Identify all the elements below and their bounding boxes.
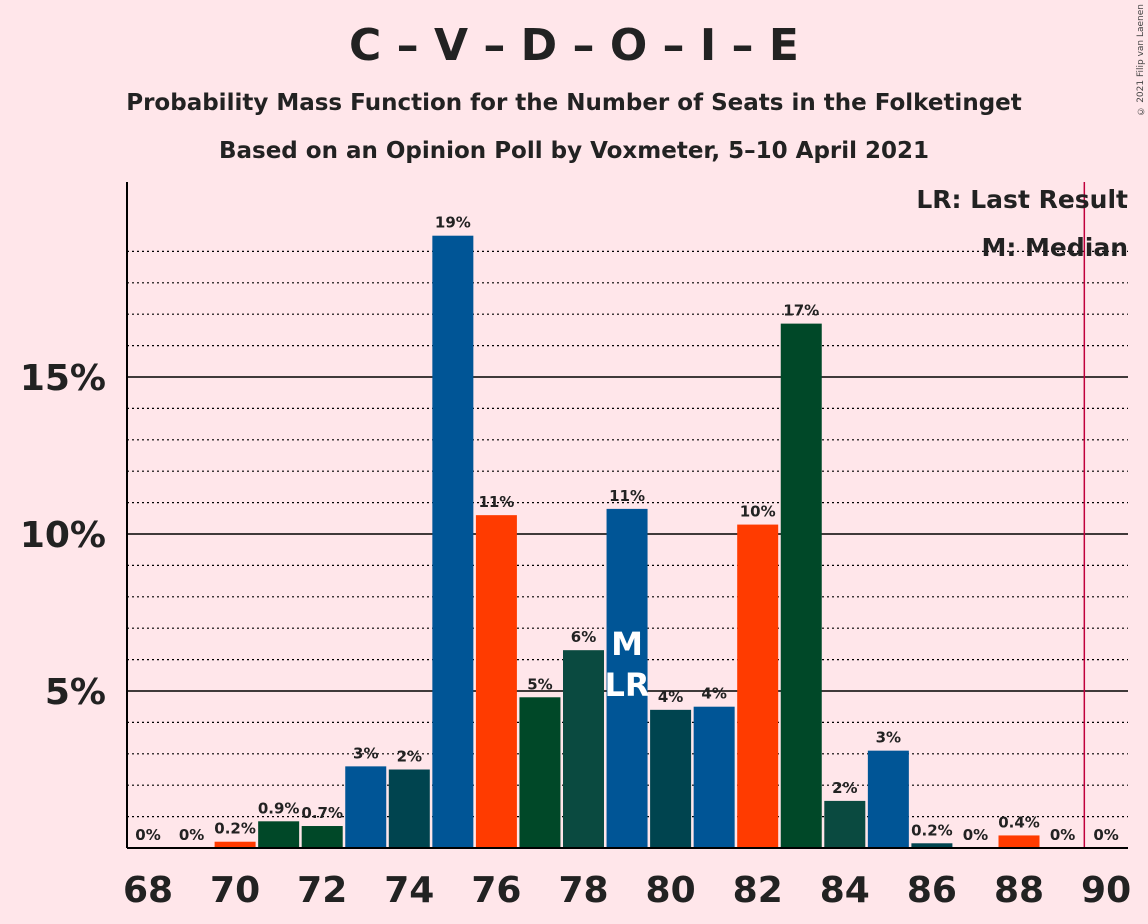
y-tick-label: 15% xyxy=(20,358,106,399)
x-tick-label: 86 xyxy=(907,870,957,911)
legend-median: M: Median xyxy=(981,233,1128,262)
x-tick-label: 80 xyxy=(646,870,696,911)
data-label-seat-78: 6% xyxy=(571,628,596,646)
x-tick-label: 84 xyxy=(820,870,870,911)
data-label-seat-82: 10% xyxy=(740,503,776,521)
bar-seat-70 xyxy=(214,841,256,848)
bar-seat-80 xyxy=(650,709,692,848)
data-label-seat-74: 2% xyxy=(397,748,422,766)
x-tick-label: 78 xyxy=(558,870,608,911)
data-label-seat-79: 11% xyxy=(609,487,645,505)
data-label-seat-69: 0% xyxy=(179,826,204,844)
bar-seat-78 xyxy=(563,650,604,848)
x-tick-label: 90 xyxy=(1081,870,1131,911)
data-label-seat-76: 11% xyxy=(478,493,514,511)
bar-seat-81 xyxy=(693,706,735,848)
data-label-seat-90: 0% xyxy=(1093,826,1118,844)
data-label-seat-77: 5% xyxy=(527,675,552,693)
bar-seat-83 xyxy=(780,323,822,848)
median-marker: M xyxy=(611,625,643,663)
data-label-seat-86: 0.2% xyxy=(911,821,953,839)
x-tick-label: 72 xyxy=(297,870,347,911)
bar-seat-77 xyxy=(519,697,561,848)
chart-subtitle: Probability Mass Function for the Number… xyxy=(126,90,1022,116)
bar-seat-82 xyxy=(737,524,779,848)
data-label-seat-72: 0.7% xyxy=(301,804,343,822)
x-tick-label: 88 xyxy=(994,870,1044,911)
data-label-seat-88: 0.4% xyxy=(998,813,1040,831)
data-label-seat-89: 0% xyxy=(1050,826,1075,844)
data-label-seat-84: 2% xyxy=(832,779,857,797)
data-label-seat-85: 3% xyxy=(876,729,901,747)
bar-seat-75 xyxy=(432,235,474,848)
data-label-seat-80: 4% xyxy=(658,688,683,706)
bar-seat-84 xyxy=(824,800,866,848)
chart-subtitle-2: Based on an Opinion Poll by Voxmeter, 5–… xyxy=(218,138,930,164)
data-label-seat-81: 4% xyxy=(701,685,726,703)
x-tick-label: 70 xyxy=(210,870,260,911)
bar-seat-88 xyxy=(998,835,1040,848)
x-tick-label: 68 xyxy=(123,870,173,911)
data-label-seat-73: 3% xyxy=(353,744,378,762)
y-tick-label: 10% xyxy=(20,515,106,556)
data-label-seat-70: 0.2% xyxy=(214,820,256,838)
last-result-marker: LR xyxy=(605,666,650,704)
data-label-seat-87: 0% xyxy=(963,826,988,844)
y-tick-label: 5% xyxy=(45,672,106,713)
data-label-seat-71: 0.9% xyxy=(258,799,300,817)
x-tick-label: 76 xyxy=(471,870,521,911)
bar-seat-73 xyxy=(345,766,387,848)
legend-last-result: LR: Last Result xyxy=(916,185,1128,214)
bar-seat-74 xyxy=(388,769,430,848)
bar-seat-72 xyxy=(301,826,343,848)
chart-title: C – V – D – O – I – E xyxy=(349,20,799,71)
data-label-seat-68: 0% xyxy=(135,826,160,844)
data-label-seat-83: 17% xyxy=(783,302,819,320)
bar-seat-76 xyxy=(475,515,517,848)
bar-seat-85 xyxy=(867,750,909,848)
bar-seat-86 xyxy=(911,843,953,848)
data-label-seat-75: 19% xyxy=(435,214,471,232)
bar-seat-71 xyxy=(258,821,300,848)
x-tick-label: 82 xyxy=(733,870,783,911)
bar-seat-79 xyxy=(606,508,648,848)
x-tick-label: 74 xyxy=(384,870,434,911)
